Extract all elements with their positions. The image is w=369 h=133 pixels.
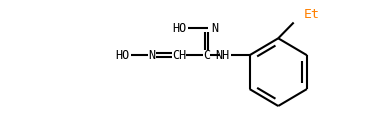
Text: HO: HO xyxy=(115,49,130,62)
Text: CH: CH xyxy=(172,49,186,62)
Text: N: N xyxy=(149,49,156,62)
Text: C: C xyxy=(203,49,210,62)
Text: NH: NH xyxy=(215,49,230,62)
Text: Et: Et xyxy=(304,8,320,21)
Text: N: N xyxy=(211,22,218,35)
Text: HO: HO xyxy=(172,22,186,35)
